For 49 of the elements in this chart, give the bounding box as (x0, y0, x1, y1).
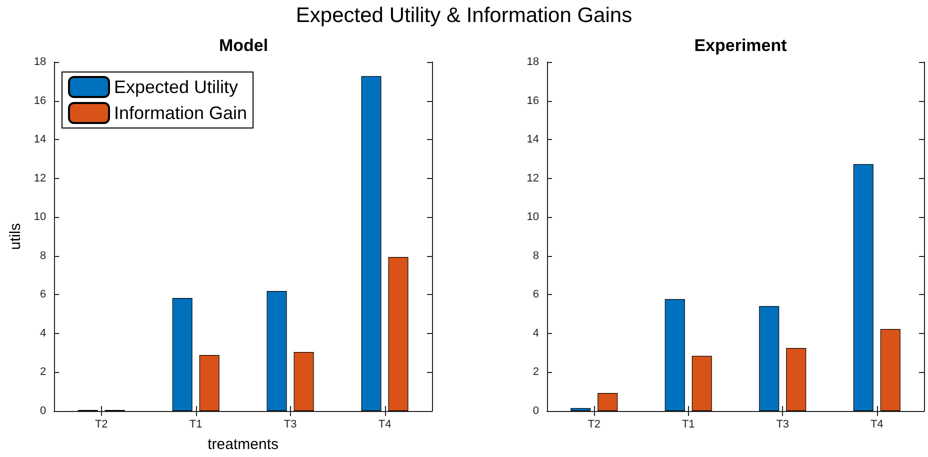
bar (199, 354, 220, 411)
y-tick-label: 18 (34, 56, 46, 68)
x-tick-label: T4 (378, 418, 392, 430)
y-axis-title: utils (7, 223, 24, 250)
bar (570, 408, 591, 411)
bar (388, 257, 408, 411)
text: Expected Utility & Information Gains (294, 4, 634, 28)
y-tick-label: 12 (526, 172, 539, 184)
y-tick-label: 2 (532, 366, 539, 378)
y-tick-label: 4 (532, 327, 539, 340)
y-tick-label: 4 (40, 327, 46, 340)
x-tick-label: T3 (284, 418, 297, 430)
y-tick-label: 0 (532, 405, 539, 417)
x-tick-label: T1 (189, 418, 202, 430)
y-tick-label: 16 (526, 94, 539, 107)
y-tick-label: 10 (526, 211, 539, 224)
bar (598, 392, 618, 411)
x-tick-label: T4 (870, 418, 884, 430)
y-tick-label: 2 (40, 366, 46, 378)
bar (692, 356, 712, 411)
y-tick-label: 0 (40, 405, 46, 417)
y-tick-label: 8 (40, 250, 46, 262)
y-tick-label: 10 (34, 211, 46, 224)
legend-label: Expected Utility (114, 77, 238, 97)
x-tick-label: T1 (682, 418, 695, 430)
bar (361, 76, 382, 411)
x-tick-label: T2 (94, 418, 108, 430)
bar (759, 306, 780, 411)
y-tick-label: 6 (532, 288, 539, 301)
bar (786, 348, 806, 411)
x-tick-label: T3 (776, 418, 790, 430)
bar (266, 290, 287, 411)
y-tick-label: 6 (40, 288, 46, 301)
y-tick-label: 16 (34, 94, 46, 107)
y-tick-label: 14 (34, 134, 46, 146)
bar (664, 299, 685, 411)
y-tick-label: 18 (526, 56, 539, 68)
y-tick-label: 14 (526, 134, 539, 146)
y-tick-label: 12 (34, 172, 46, 184)
bar (294, 352, 314, 411)
chart-title: Model (218, 36, 268, 55)
y-tick-label: 8 (532, 250, 539, 262)
bar (172, 298, 192, 411)
bar (880, 328, 900, 411)
x-axis-title: treatments (208, 436, 279, 453)
chart-title: Experiment (694, 36, 788, 55)
legend-label: Information Gain (114, 103, 248, 123)
bar (853, 164, 874, 411)
x-tick-label: T2 (588, 418, 601, 430)
